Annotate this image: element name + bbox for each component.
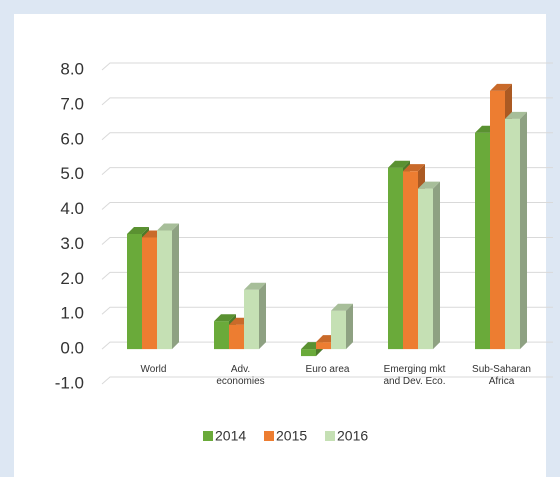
bar-front [505, 118, 520, 350]
bar-front [388, 167, 403, 350]
bar [331, 303, 353, 350]
bar-top [331, 303, 353, 311]
bar-front [418, 188, 433, 350]
legend-swatch [203, 431, 213, 441]
bar-front [490, 90, 505, 350]
plot-panel [14, 14, 546, 477]
bar [157, 223, 179, 350]
bar-side [520, 111, 527, 350]
bar-side [346, 303, 353, 350]
grid-line [101, 62, 553, 71]
x-tick-label: Emerging mkt and Dev. Eco. [383, 364, 445, 387]
bar-top [403, 164, 425, 172]
y-tick-label: 6.0 [60, 129, 84, 148]
legend-label: 2014 [215, 428, 246, 444]
y-tick-label: 7.0 [60, 94, 84, 113]
grid-line [101, 97, 553, 106]
bar-top [127, 226, 149, 234]
grid-line [101, 132, 553, 141]
x-tick-label: Euro area [306, 364, 350, 375]
legend-label: 2016 [337, 428, 368, 444]
bar-side [172, 223, 179, 350]
bar-front [229, 324, 244, 350]
bar-front [301, 349, 316, 357]
y-tick-label: 0.0 [60, 339, 84, 358]
y-tick-label: 1.0 [60, 304, 84, 323]
x-tick-label: World [141, 364, 167, 375]
x-tick-label: Adv. economies [216, 364, 264, 387]
bar-top [388, 160, 410, 168]
bar-front [331, 310, 346, 350]
bar-front [316, 342, 331, 350]
grid-line [101, 376, 553, 385]
bar-front [403, 171, 418, 350]
bar-front [157, 230, 172, 350]
bar-top [505, 111, 527, 119]
bar-top [490, 83, 512, 91]
bar [244, 282, 266, 350]
bar-front [214, 321, 229, 350]
bar-top [214, 314, 236, 322]
bar-front [475, 132, 490, 350]
bar [418, 181, 440, 350]
bar-side [259, 282, 266, 350]
bar-top [157, 223, 179, 231]
y-tick-label: -1.0 [55, 373, 84, 392]
y-tick-label: 8.0 [60, 59, 84, 78]
bar [505, 111, 527, 350]
legend-swatch [264, 431, 274, 441]
bar-top [244, 282, 266, 290]
y-tick-label: 3.0 [60, 234, 84, 253]
y-tick-label: 5.0 [60, 164, 84, 183]
bar-front [244, 289, 259, 350]
y-tick-label: 2.0 [60, 269, 84, 288]
bar-top [418, 181, 440, 189]
legend-swatch [325, 431, 335, 441]
bar-front [127, 233, 142, 350]
legend-label: 2015 [276, 428, 307, 444]
bar-front [142, 237, 157, 350]
y-tick-label: 4.0 [60, 199, 84, 218]
bar-side [433, 181, 440, 350]
x-tick-label: Sub-Saharan Africa [472, 364, 531, 387]
